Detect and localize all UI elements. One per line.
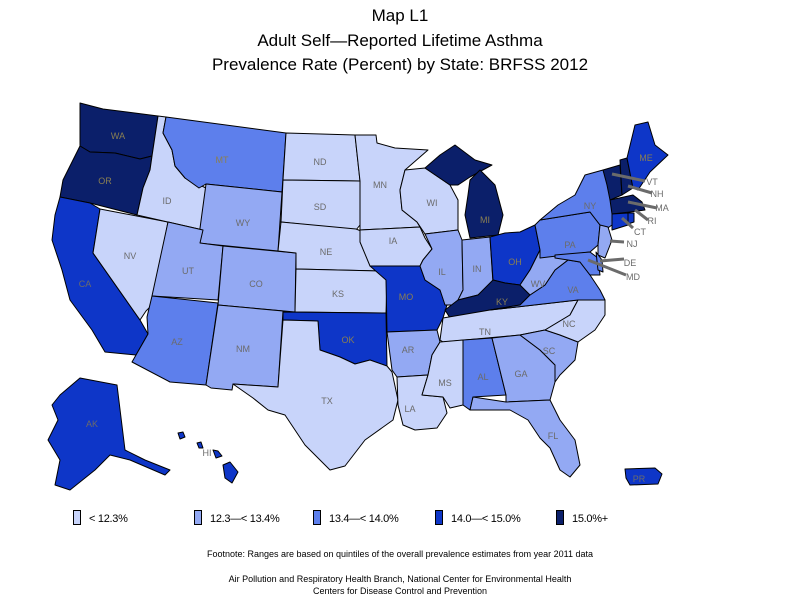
legend-swatch-1 [73, 510, 81, 525]
label-MS: MS [438, 378, 452, 388]
label-OR: OR [98, 176, 112, 186]
label-WV: WV [531, 279, 546, 289]
label-CT: CT [634, 227, 646, 237]
label-TX: TX [321, 396, 333, 406]
legend-label-2: 12.3—< 13.4% [210, 513, 280, 525]
label-RI: RI [648, 216, 657, 226]
legend-label-1: < 12.3% [89, 513, 128, 525]
label-NM: NM [236, 344, 250, 354]
label-AL: AL [477, 372, 488, 382]
states [47, 102, 669, 491]
legend-item-5: 15.0%+ [556, 510, 608, 525]
legend-label-3: 13.4—< 14.0% [329, 513, 399, 525]
state-SD[interactable] [280, 179, 361, 231]
map-title: Map L1 [371, 6, 429, 25]
label-KS: KS [332, 289, 344, 299]
label-AK: AK [86, 419, 98, 429]
label-UT: UT [182, 266, 194, 276]
label-CA: CA [79, 279, 92, 289]
state-NM[interactable] [205, 304, 284, 391]
legend-item-3: 13.4—< 14.0% [313, 510, 399, 525]
legend-swatch-4 [435, 510, 443, 525]
state-IL[interactable] [419, 229, 464, 306]
label-NY: NY [584, 201, 597, 211]
state-NC[interactable] [544, 299, 606, 343]
legend-swatch-5 [556, 510, 564, 525]
label-TN: TN [479, 327, 491, 337]
state-RI[interactable] [627, 212, 635, 225]
legend-label-5: 15.0%+ [572, 513, 608, 525]
label-SC: SC [543, 346, 556, 356]
legend: < 12.3% 12.3—< 13.4% 13.4—< 14.0% 14.0—<… [0, 510, 800, 530]
legend-item-2: 12.3—< 13.4% [194, 510, 280, 525]
legend-item-4: 14.0—< 15.0% [435, 510, 521, 525]
label-NC: NC [563, 319, 576, 329]
label-MO: MO [399, 292, 414, 302]
footnote: Footnote: Ranges are based on quintiles … [206, 549, 594, 559]
label-NJ: NJ [627, 239, 638, 249]
state-TX[interactable] [232, 319, 399, 471]
state-HI[interactable] [177, 431, 239, 484]
label-KY: KY [496, 297, 508, 307]
label-SD: SD [314, 202, 327, 212]
label-NV: NV [124, 251, 137, 261]
legend-label-4: 14.0—< 15.0% [451, 513, 521, 525]
state-FL[interactable] [469, 396, 581, 478]
label-OK: OK [341, 335, 354, 345]
map-subtitle-2: Prevalence Rate (Percent) by State: BRFS… [211, 55, 589, 74]
label-IL: IL [438, 267, 446, 277]
state-labels: WA OR CA NV ID MT WY UT CO AZ NM ND SD N… [79, 131, 669, 484]
label-OH: OH [508, 257, 522, 267]
label-MT: MT [216, 155, 229, 165]
legend-swatch-3 [313, 510, 321, 525]
label-ND: ND [314, 157, 327, 167]
credit-line-2: Centers for Disease Control and Preventi… [312, 586, 488, 596]
label-WA: WA [111, 131, 125, 141]
state-MI[interactable] [424, 144, 493, 186]
leader-lines [587, 172, 658, 277]
label-FL: FL [548, 431, 559, 441]
label-LA: LA [404, 404, 415, 414]
label-NH: NH [651, 189, 664, 199]
label-ID: ID [163, 196, 173, 206]
label-VT: VT [646, 177, 658, 187]
label-PR: PR [633, 474, 646, 484]
label-MD: MD [626, 272, 640, 282]
label-IA: IA [389, 236, 398, 246]
label-GA: GA [514, 369, 527, 379]
map-subtitle: Adult Self—Reported Lifetime Asthma [257, 31, 543, 50]
legend-item-1: < 12.3% [73, 510, 128, 525]
state-IA[interactable] [359, 226, 433, 267]
label-DE: DE [624, 258, 637, 268]
label-WI: WI [427, 198, 438, 208]
credit-line-1: Air Pollution and Respiratory Health Bra… [228, 574, 572, 584]
state-AK[interactable] [47, 377, 171, 491]
label-NE: NE [320, 247, 333, 257]
label-IN: IN [473, 264, 482, 274]
label-PA: PA [564, 240, 575, 250]
legend-swatch-2 [194, 510, 202, 525]
territory-PR[interactable] [624, 467, 663, 486]
state-MD[interactable] [554, 251, 601, 276]
label-ME: ME [639, 153, 653, 163]
label-CO: CO [249, 279, 263, 289]
label-WY: WY [236, 218, 251, 228]
label-HI: HI [203, 448, 212, 458]
label-MI: MI [480, 215, 490, 225]
label-VA: VA [567, 285, 578, 295]
state-NJ[interactable] [597, 224, 613, 259]
label-AZ: AZ [171, 337, 183, 347]
label-MA: MA [655, 203, 669, 213]
label-AR: AR [402, 345, 415, 355]
state-MI-lower[interactable] [464, 169, 504, 239]
label-MN: MN [373, 180, 387, 190]
